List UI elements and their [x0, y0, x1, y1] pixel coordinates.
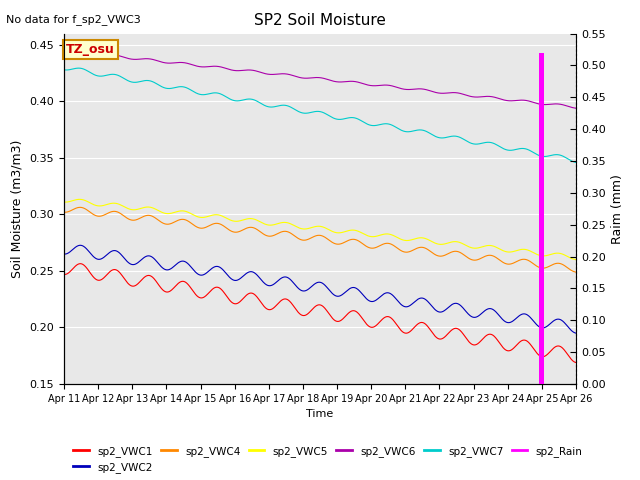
Text: No data for f_sp2_VWC3: No data for f_sp2_VWC3: [6, 14, 141, 25]
sp2_VWC1: [467, 340, 474, 346]
sp2_VWC2: [511, 316, 519, 322]
sp2_VWC1: [232, 301, 239, 307]
Line: sp2_VWC5: sp2_VWC5: [64, 199, 576, 260]
sp2_VWC7: [174, 84, 182, 90]
X-axis label: Time: Time: [307, 409, 333, 419]
Title: SP2 Soil Moisture: SP2 Soil Moisture: [254, 13, 386, 28]
sp2_VWC4: [174, 217, 182, 223]
sp2_VWC6: [232, 68, 239, 73]
sp2_VWC1: [162, 289, 170, 295]
sp2_VWC6: [174, 60, 182, 65]
sp2_VWC6: [399, 86, 407, 92]
sp2_VWC1: [174, 280, 182, 286]
sp2_VWC4: [572, 269, 580, 275]
sp2_VWC5: [162, 211, 170, 216]
sp2_VWC4: [232, 229, 239, 235]
sp2_VWC6: [511, 97, 519, 103]
Line: sp2_VWC6: sp2_VWC6: [64, 51, 576, 108]
sp2_VWC1: [511, 343, 519, 349]
Bar: [539, 53, 544, 384]
Y-axis label: Soil Moisture (m3/m3): Soil Moisture (m3/m3): [11, 140, 24, 278]
Y-axis label: Raim (mm): Raim (mm): [611, 174, 624, 244]
sp2_VWC7: [399, 128, 407, 134]
sp2_VWC2: [232, 277, 239, 283]
sp2_VWC5: [572, 257, 580, 263]
Line: sp2_VWC4: sp2_VWC4: [64, 207, 576, 272]
sp2_VWC1: [77, 261, 84, 266]
sp2_VWC4: [162, 221, 170, 227]
sp2_VWC7: [75, 65, 83, 71]
sp2_VWC4: [467, 256, 474, 262]
Text: TZ_osu: TZ_osu: [66, 43, 115, 56]
sp2_VWC6: [74, 48, 82, 54]
sp2_VWC2: [399, 303, 407, 309]
sp2_VWC7: [467, 140, 474, 146]
sp2_VWC7: [511, 147, 519, 153]
sp2_VWC2: [60, 251, 68, 257]
Line: sp2_VWC7: sp2_VWC7: [64, 68, 576, 162]
sp2_VWC5: [60, 199, 68, 205]
sp2_VWC5: [174, 208, 182, 214]
sp2_VWC2: [162, 267, 170, 273]
sp2_VWC4: [399, 249, 407, 254]
Line: sp2_VWC1: sp2_VWC1: [64, 264, 576, 362]
sp2_VWC7: [60, 67, 68, 72]
Legend: sp2_VWC1, sp2_VWC2, sp2_VWC4, sp2_VWC5, sp2_VWC6, sp2_VWC7, sp2_Rain: sp2_VWC1, sp2_VWC2, sp2_VWC4, sp2_VWC5, …: [69, 442, 587, 477]
sp2_VWC7: [162, 85, 170, 91]
sp2_VWC2: [77, 242, 84, 248]
sp2_VWC6: [572, 105, 580, 111]
sp2_VWC1: [399, 329, 407, 335]
sp2_VWC5: [511, 248, 519, 254]
sp2_VWC5: [232, 218, 239, 224]
sp2_VWC1: [60, 272, 68, 277]
sp2_VWC6: [467, 94, 474, 99]
sp2_VWC6: [60, 49, 68, 55]
sp2_VWC7: [232, 98, 239, 104]
sp2_VWC4: [60, 209, 68, 215]
sp2_VWC5: [76, 196, 83, 202]
sp2_VWC7: [572, 159, 580, 165]
sp2_VWC2: [572, 330, 580, 336]
sp2_VWC4: [76, 204, 84, 210]
sp2_VWC5: [399, 237, 407, 243]
sp2_VWC1: [572, 360, 580, 365]
Line: sp2_VWC2: sp2_VWC2: [64, 245, 576, 333]
sp2_VWC2: [174, 260, 182, 266]
sp2_VWC6: [162, 60, 170, 66]
sp2_VWC5: [467, 244, 474, 250]
sp2_VWC4: [511, 259, 519, 265]
sp2_VWC2: [467, 313, 474, 319]
